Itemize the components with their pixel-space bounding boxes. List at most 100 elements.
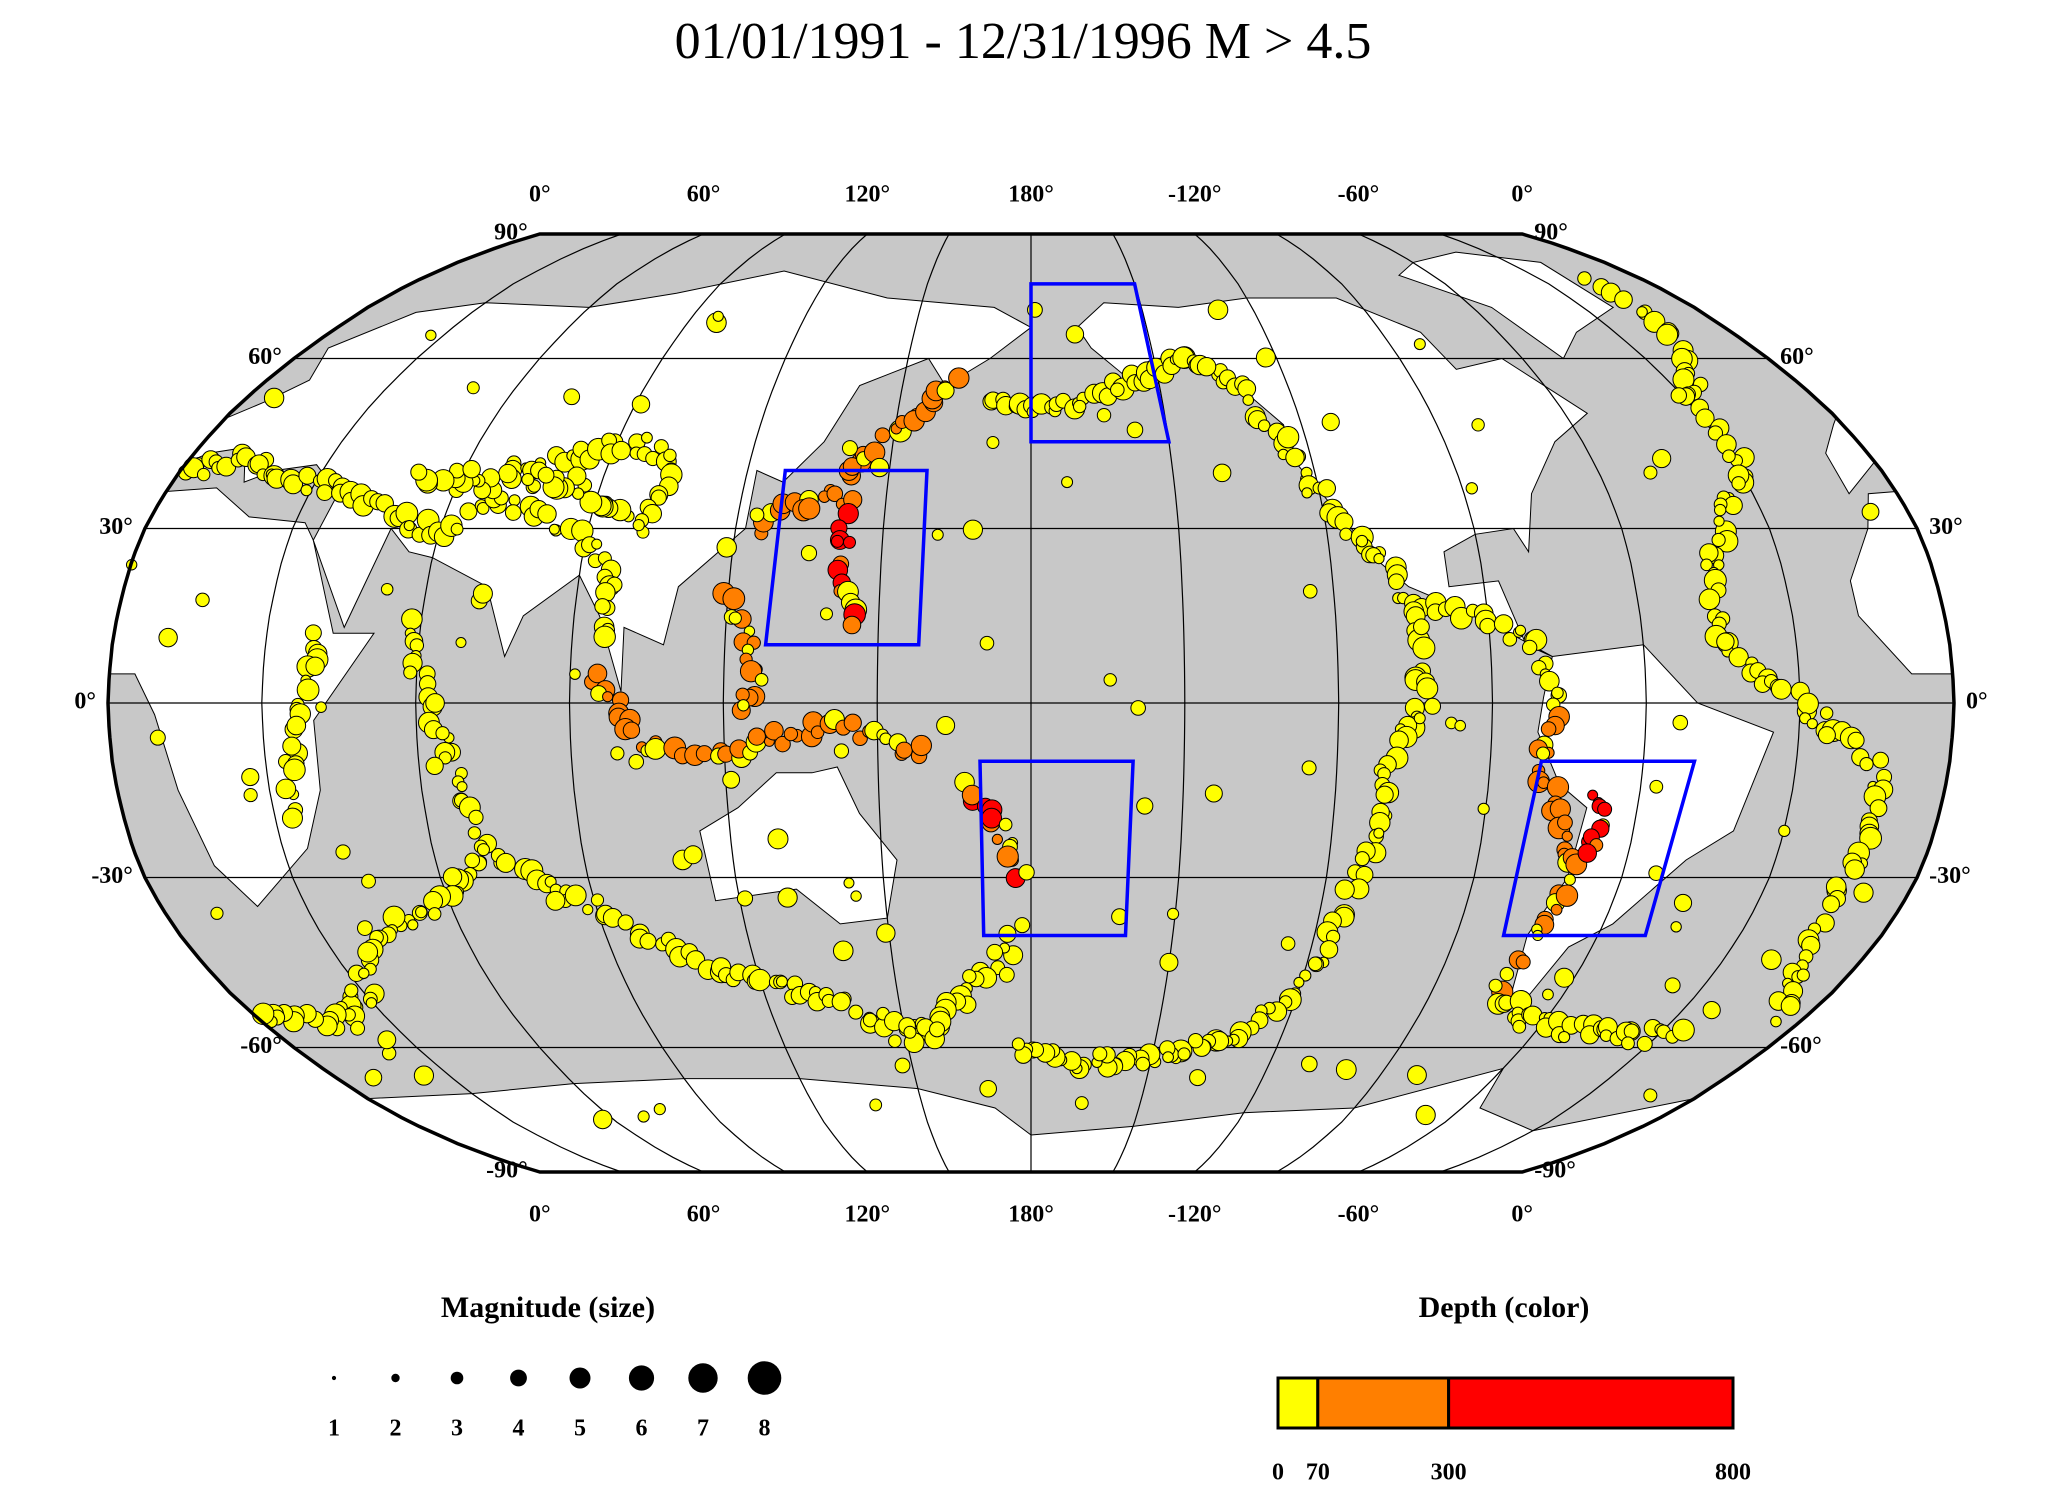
earthquake <box>876 923 896 943</box>
earthquake <box>1780 996 1801 1016</box>
earthquake <box>296 678 320 702</box>
earthquake <box>837 503 859 525</box>
earthquake <box>462 460 481 479</box>
earthquake <box>1301 1055 1318 1073</box>
earthquake <box>800 545 818 562</box>
earthquake <box>895 741 913 759</box>
earthquake <box>1711 532 1726 548</box>
earthquake <box>1716 632 1735 651</box>
region-box <box>763 468 929 647</box>
meridian <box>261 233 622 1173</box>
earthquake <box>407 919 419 931</box>
earthquake <box>1672 714 1689 731</box>
earthquake <box>1514 624 1527 637</box>
earthquake <box>641 431 653 444</box>
earthquake <box>843 713 862 732</box>
earthquake <box>377 1030 397 1050</box>
earthquake <box>315 701 327 713</box>
earthquake <box>286 715 307 736</box>
latitude-label: 30° <box>99 514 133 540</box>
depth-band <box>1447 1376 1735 1430</box>
region-box <box>978 759 1135 938</box>
earthquake <box>1557 814 1573 831</box>
earthquake <box>998 817 1013 832</box>
earthquake <box>1373 552 1385 565</box>
earthquake <box>350 1020 366 1036</box>
earthquake <box>1471 418 1485 432</box>
earthquake <box>427 907 442 921</box>
earthquake <box>936 716 956 736</box>
earthquake <box>1555 884 1579 907</box>
earthquake <box>862 1012 878 1028</box>
earthquake <box>979 1079 997 1098</box>
earthquake <box>1521 639 1538 656</box>
earthquake <box>1542 988 1554 1001</box>
earthquake <box>468 809 484 825</box>
earthquake <box>683 845 703 865</box>
earthquake <box>1844 859 1865 880</box>
earthquake <box>275 778 297 800</box>
earthquake <box>1587 789 1599 801</box>
earthquake <box>874 427 891 444</box>
earthquake <box>663 448 677 463</box>
earthquake <box>401 608 423 630</box>
earthquake <box>403 519 415 532</box>
earthquake <box>1554 967 1575 988</box>
earthquake <box>1853 882 1874 903</box>
earthquake <box>1597 801 1613 817</box>
earthquake <box>1166 907 1180 920</box>
meridian <box>1194 233 1340 1173</box>
earthquake <box>435 726 450 741</box>
earthquake <box>149 729 166 746</box>
earthquake <box>1822 895 1840 914</box>
longitude-label: 60° <box>687 1202 721 1228</box>
earthquake <box>831 992 851 1012</box>
earthquake <box>282 736 302 756</box>
longitude-label: 120° <box>844 1202 890 1228</box>
depth-label: 70 <box>1306 1460 1330 1486</box>
earthquake <box>464 852 481 869</box>
earthquake <box>593 1109 613 1130</box>
earthquake <box>712 310 724 322</box>
latitude-label: -60° <box>1780 1033 1822 1059</box>
magnitude-symbol <box>331 1375 337 1381</box>
earthquake <box>1649 779 1664 794</box>
earthquake <box>783 726 799 742</box>
earthquake <box>1276 425 1300 449</box>
earthquake <box>611 440 631 461</box>
earthquake <box>1488 978 1503 993</box>
earthquake <box>1301 760 1317 776</box>
legend: 1 2 3 4 5 6 7 8 0 70 300 800 <box>328 1361 1751 1486</box>
earthquake <box>869 1098 883 1112</box>
earthquake <box>1335 1059 1357 1080</box>
latitude-label: -60° <box>240 1033 282 1059</box>
earthquake <box>1412 636 1436 660</box>
earthquake <box>653 1102 666 1116</box>
earthquake <box>1540 721 1557 737</box>
earthquake <box>1110 382 1125 398</box>
earthquake <box>587 663 608 684</box>
earthquake <box>798 497 821 520</box>
earthquake <box>1135 1056 1151 1072</box>
earthquake <box>594 598 611 615</box>
earthquake <box>1103 673 1117 687</box>
earthquake <box>1722 449 1736 463</box>
earthquake <box>1416 677 1439 700</box>
earthquake <box>304 624 322 642</box>
earthquake <box>819 607 833 621</box>
earthquake <box>737 699 750 712</box>
earthquake <box>869 457 890 478</box>
earthquake <box>1577 271 1592 286</box>
earthquake <box>1126 421 1144 439</box>
earthquake <box>774 735 791 753</box>
earthquake <box>1011 1037 1025 1051</box>
latitude-label: -90° <box>1534 1158 1576 1184</box>
earthquake <box>777 887 798 908</box>
earthquake <box>263 387 285 409</box>
earthquake <box>1407 1065 1427 1085</box>
earthquake <box>1375 785 1394 804</box>
longitude-label: -60° <box>1338 182 1380 208</box>
earthquake <box>1388 573 1405 590</box>
earthquake <box>637 1110 650 1123</box>
longitude-label: -120° <box>1168 182 1222 208</box>
